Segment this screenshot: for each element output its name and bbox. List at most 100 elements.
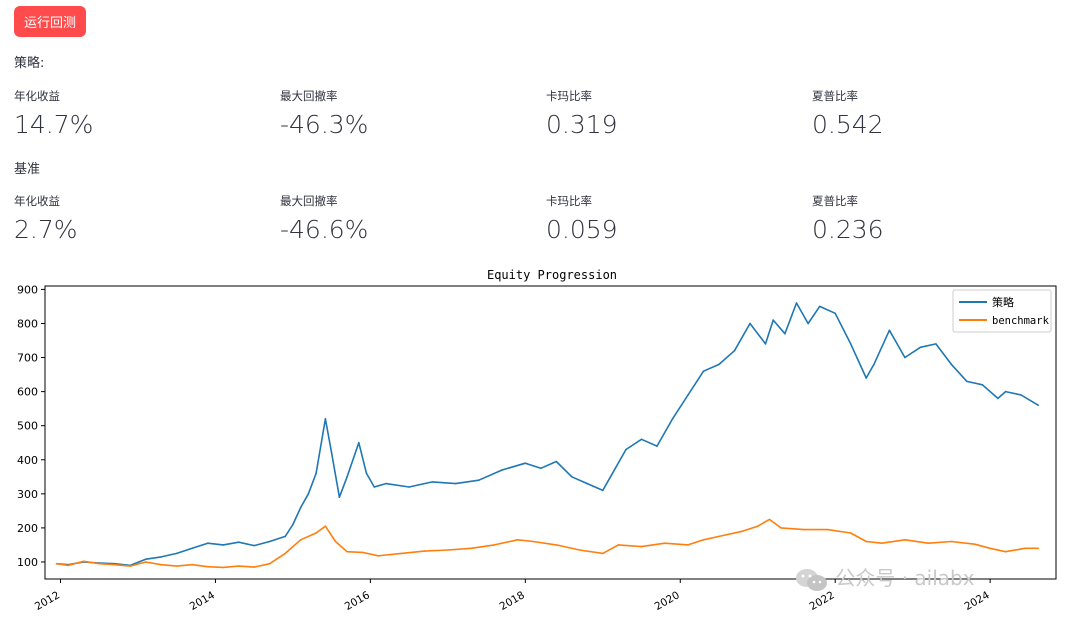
data-point — [346, 476, 348, 478]
data-point — [540, 467, 542, 470]
data-point — [687, 544, 689, 546]
data-point — [865, 377, 867, 379]
metric-label: 夏普比率 — [812, 194, 858, 208]
data-point — [640, 438, 643, 441]
data-point — [324, 525, 327, 527]
data-point — [888, 329, 891, 332]
legend-box — [952, 289, 1052, 333]
data-point — [555, 460, 558, 463]
benchmark-metric-sharpe: 夏普比率 0.236 — [812, 193, 1062, 244]
data-point — [532, 540, 534, 543]
strategy-section-title: 策略: — [14, 56, 45, 71]
data-point — [144, 561, 147, 563]
y-tick-label: 500 — [17, 420, 38, 433]
metric-value: 0.059 — [546, 215, 618, 244]
data-point — [324, 418, 327, 420]
data-point — [807, 322, 809, 325]
data-point — [175, 552, 178, 555]
chart-title: Equity Progression — [487, 268, 617, 282]
data-point — [919, 346, 922, 349]
data-point — [586, 482, 589, 485]
data-point — [617, 544, 620, 546]
data-point — [602, 552, 604, 555]
data-point — [315, 472, 317, 475]
data-point — [1037, 404, 1039, 406]
data-point — [284, 552, 287, 555]
data-point — [253, 566, 255, 568]
data-point — [780, 527, 782, 529]
data-point — [222, 566, 224, 569]
data-point — [664, 542, 666, 544]
data-point — [656, 445, 658, 447]
y-tick-label: 800 — [17, 317, 38, 330]
data-point — [191, 563, 193, 566]
x-tick-label: 2012 — [33, 589, 62, 613]
data-point — [315, 532, 317, 534]
data-point — [408, 486, 410, 488]
x-tick-label: 2020 — [653, 589, 682, 613]
data-point — [470, 547, 472, 550]
metric-value: 0.542 — [812, 110, 884, 139]
metric-value: 0.236 — [812, 215, 884, 244]
series-line-benchmark — [56, 518, 1039, 569]
data-point — [1004, 390, 1007, 393]
data-point — [718, 363, 720, 366]
metric-label: 卡玛比率 — [546, 89, 592, 103]
series-layer — [55, 302, 1039, 569]
data-point — [307, 493, 310, 495]
data-point — [206, 542, 209, 544]
metric-value: 2.7% — [14, 215, 78, 244]
data-point — [454, 482, 457, 485]
data-point — [950, 363, 953, 366]
data-point — [385, 482, 387, 485]
plot-area — [44, 285, 1057, 580]
strategy-metric-calmar: 卡玛比率 0.319 — [546, 88, 796, 139]
data-point — [400, 552, 403, 555]
data-point — [849, 532, 852, 534]
y-tick-label: 100 — [17, 556, 38, 569]
data-point — [292, 523, 294, 526]
data-point — [493, 544, 496, 546]
data-point — [950, 540, 953, 543]
data-point — [516, 539, 519, 541]
x-tick-label: 2014 — [188, 589, 217, 613]
data-point — [237, 565, 240, 567]
data-point — [478, 479, 480, 481]
data-point — [365, 472, 368, 475]
data-point — [144, 558, 147, 560]
legend-label-benchmark: benchmark — [992, 315, 1050, 327]
data-point — [423, 550, 426, 552]
strategy-metric-max-drawdown: 最大回撤率 -46.3% — [280, 88, 530, 139]
y-axis: 100 200 300 400 500 600 700 800 900 — [17, 283, 45, 569]
data-point — [330, 452, 333, 454]
data-point — [927, 542, 929, 544]
data-point — [989, 547, 991, 550]
data-point — [687, 394, 689, 396]
y-tick-label: 200 — [17, 522, 38, 535]
data-point — [222, 544, 224, 546]
data-point — [1037, 547, 1039, 550]
metric-label: 最大回撤率 — [280, 89, 338, 103]
run-backtest-button[interactable]: 运行回测 — [14, 6, 86, 37]
data-point — [206, 565, 209, 568]
data-point — [772, 319, 774, 321]
data-point — [904, 356, 906, 359]
benchmark-section-title: 基准 — [14, 162, 41, 177]
y-tick-label: 400 — [17, 454, 38, 467]
data-point — [741, 530, 743, 533]
metric-label: 年化收益 — [14, 89, 60, 103]
data-point — [834, 312, 836, 315]
data-point — [625, 448, 627, 451]
benchmark-metric-max-drawdown: 最大回撤率 -46.6% — [280, 193, 530, 244]
metric-value: 0.319 — [546, 110, 618, 139]
data-point — [935, 343, 937, 345]
data-point — [299, 506, 302, 509]
data-point — [702, 370, 705, 372]
data-point — [849, 343, 852, 345]
data-point — [524, 462, 527, 464]
data-point — [338, 496, 341, 498]
data-point — [82, 560, 85, 563]
y-tick-label: 700 — [17, 352, 38, 365]
data-point — [609, 476, 612, 478]
data-point — [880, 542, 883, 544]
